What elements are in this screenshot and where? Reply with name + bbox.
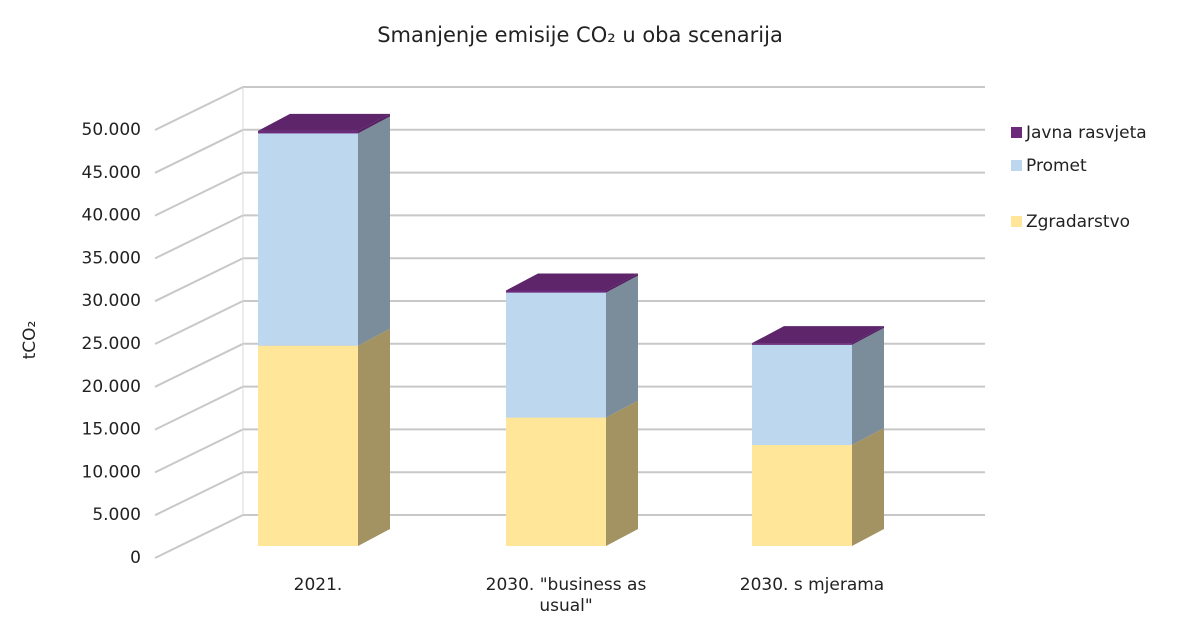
legend-swatch xyxy=(1011,216,1022,227)
chart-title: Smanjenje emisije CO₂ u oba scenarija xyxy=(377,23,783,47)
bar-front xyxy=(506,292,606,418)
bar-side xyxy=(606,400,638,546)
bar-side xyxy=(358,116,390,346)
bar-side xyxy=(852,327,884,445)
y-tick-label: 45.000 xyxy=(82,163,141,183)
bar-side xyxy=(606,273,638,293)
y-tick-label: 10.000 xyxy=(82,462,141,482)
y-tick-label: 35.000 xyxy=(82,248,141,268)
y-tick-label: 50.000 xyxy=(82,120,141,140)
x-tick-label: 2021. xyxy=(293,575,343,595)
bar-top xyxy=(506,273,638,291)
bar-top xyxy=(258,113,390,131)
bar-front xyxy=(258,133,358,346)
legend-label: Zgradarstvo xyxy=(1026,212,1130,232)
y-tick-label: 30.000 xyxy=(82,291,141,311)
y-tick-label: 20.000 xyxy=(82,377,141,397)
bar-side xyxy=(606,275,638,418)
legend-label: Javna rasvjeta xyxy=(1025,123,1147,143)
bar-front xyxy=(752,344,852,445)
y-tick-label: 0 xyxy=(130,548,141,568)
y-tick-label: 40.000 xyxy=(82,206,141,226)
legend-label: Promet xyxy=(1026,156,1087,176)
bar-front xyxy=(258,130,358,134)
legend-swatch xyxy=(1011,127,1022,138)
bar-front xyxy=(258,345,358,546)
x-tick-label: 2030. s mjerama xyxy=(739,575,885,595)
bar-side xyxy=(852,427,884,546)
y-axis-label: tCO₂ xyxy=(20,321,40,360)
y-tick-label: 25.000 xyxy=(82,334,141,354)
y-tick-label: 5.000 xyxy=(92,505,141,525)
bar-front xyxy=(752,444,852,546)
legend-swatch xyxy=(1011,160,1022,171)
bar-front xyxy=(506,417,606,546)
bar-side xyxy=(358,113,390,134)
bar-front xyxy=(752,343,852,345)
bar-side xyxy=(852,326,884,345)
bar-top xyxy=(752,326,884,344)
bar-front xyxy=(506,290,606,293)
x-tick-label: 2030. "business as usual" xyxy=(485,575,647,616)
y-tick-label: 15.000 xyxy=(82,420,141,440)
bar-side xyxy=(358,328,390,546)
